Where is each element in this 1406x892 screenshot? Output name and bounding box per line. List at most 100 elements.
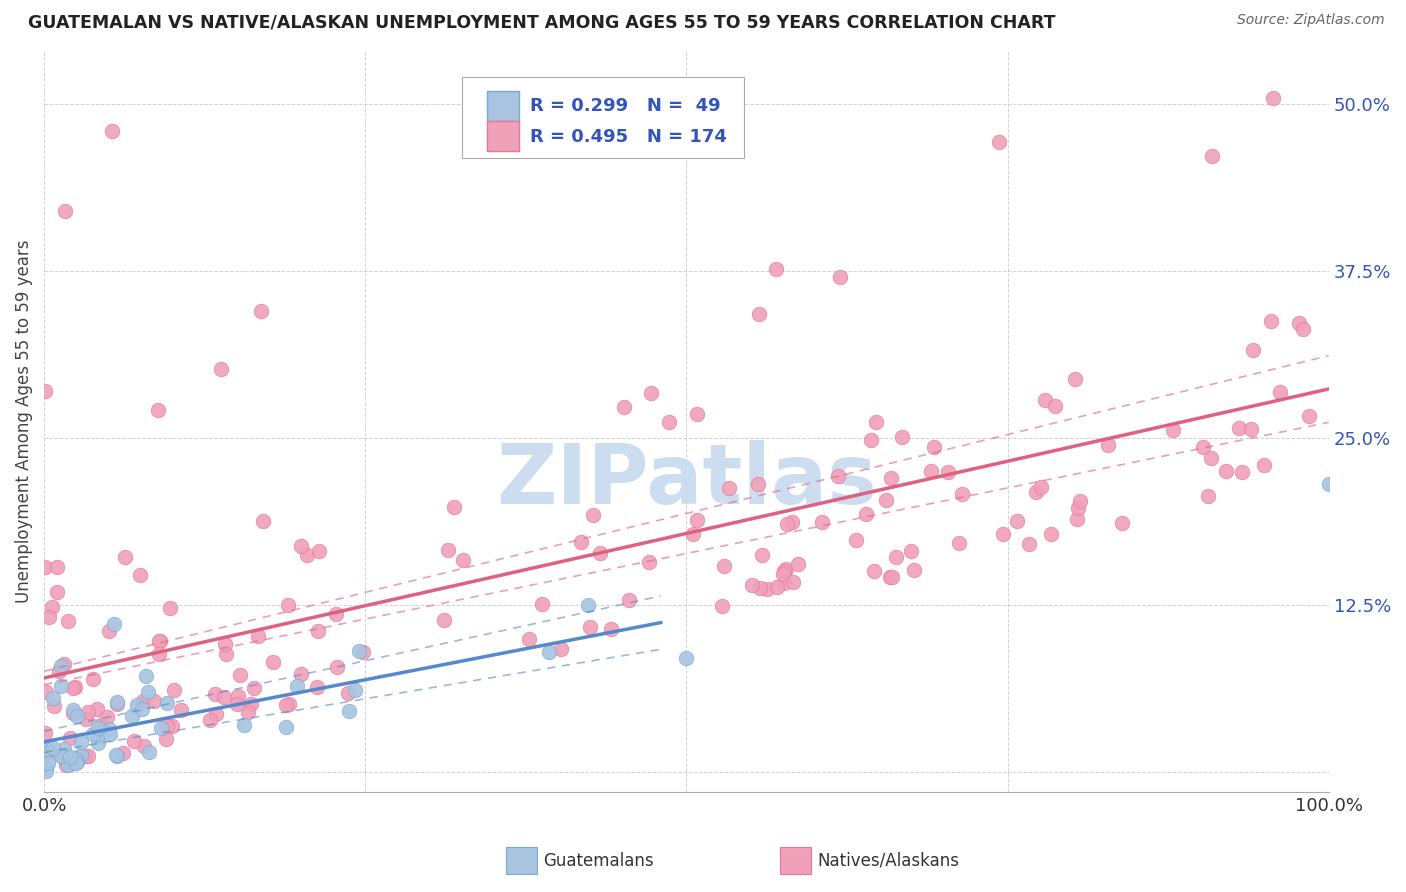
- Point: [66, 709, 89, 723]
- Point: [1298, 409, 1320, 423]
- Point: [443, 500, 465, 514]
- Point: [530, 597, 553, 611]
- Point: [53, 752, 76, 766]
- Point: [156, 696, 179, 710]
- Point: [772, 576, 794, 591]
- Point: [103, 617, 125, 632]
- Point: [582, 508, 605, 522]
- Point: [247, 629, 270, 643]
- Point: [75, 712, 97, 726]
- Point: [136, 684, 159, 698]
- Point: [51, 679, 73, 693]
- Point: [600, 622, 623, 636]
- Point: [1241, 343, 1264, 357]
- Point: [1317, 476, 1340, 491]
- Point: [56, 758, 79, 772]
- Point: [1288, 316, 1310, 330]
- Point: [163, 682, 186, 697]
- Point: [32, 746, 55, 760]
- Point: [588, 546, 610, 560]
- Text: Natives/Alaskans: Natives/Alaskans: [817, 852, 959, 870]
- Point: [880, 570, 903, 584]
- Point: [52, 742, 75, 756]
- Point: [90, 718, 112, 732]
- Point: [637, 555, 659, 569]
- Point: [225, 697, 247, 711]
- Point: [101, 124, 124, 138]
- Point: [277, 599, 299, 613]
- Point: [786, 557, 808, 571]
- Point: [1192, 440, 1215, 454]
- Point: [149, 634, 172, 648]
- Point: [619, 592, 641, 607]
- Point: [640, 385, 662, 400]
- Point: [765, 262, 787, 277]
- Point: [62, 681, 84, 695]
- Point: [686, 407, 709, 421]
- Point: [55, 757, 77, 772]
- Point: [76, 748, 98, 763]
- Point: [922, 440, 945, 454]
- Point: [146, 402, 169, 417]
- Point: [948, 535, 970, 549]
- Point: [34, 560, 56, 574]
- FancyBboxPatch shape: [461, 77, 744, 158]
- Point: [96, 710, 118, 724]
- Point: [748, 308, 770, 322]
- Point: [66, 755, 89, 769]
- Point: [98, 727, 121, 741]
- Point: [579, 620, 602, 634]
- Point: [991, 527, 1014, 541]
- Point: [682, 527, 704, 541]
- Point: [900, 544, 922, 558]
- Point: [138, 745, 160, 759]
- Point: [855, 507, 877, 521]
- Point: [112, 746, 135, 760]
- Point: [204, 687, 226, 701]
- Point: [713, 558, 735, 573]
- Point: [42, 740, 65, 755]
- Point: [148, 634, 170, 648]
- Point: [65, 756, 87, 770]
- Point: [98, 624, 121, 639]
- Point: [845, 533, 868, 547]
- Point: [766, 580, 789, 594]
- Point: [76, 705, 98, 719]
- Point: [59, 731, 82, 745]
- Point: [65, 680, 87, 694]
- Text: R = 0.495   N = 174: R = 0.495 N = 174: [530, 128, 727, 145]
- Point: [38, 609, 60, 624]
- Point: [1227, 421, 1250, 435]
- Point: [860, 433, 883, 447]
- Point: [53, 203, 76, 218]
- Point: [1215, 464, 1237, 478]
- Point: [42, 691, 65, 706]
- Point: [827, 469, 849, 483]
- Point: [1111, 516, 1133, 531]
- Point: [879, 570, 901, 584]
- Point: [569, 535, 592, 549]
- Point: [87, 721, 110, 735]
- Point: [987, 135, 1010, 149]
- Point: [228, 689, 250, 703]
- Point: [59, 750, 82, 764]
- Point: [325, 607, 347, 621]
- Point: [1045, 399, 1067, 413]
- Point: [143, 694, 166, 708]
- Point: [780, 516, 803, 530]
- Point: [49, 748, 72, 763]
- Point: [37, 743, 59, 757]
- Point: [229, 668, 252, 682]
- Text: ZIPatlas: ZIPatlas: [496, 440, 877, 521]
- Point: [830, 270, 852, 285]
- Point: [1066, 512, 1088, 526]
- Point: [56, 614, 79, 628]
- Point: [69, 747, 91, 762]
- Point: [42, 698, 65, 713]
- Point: [718, 481, 741, 495]
- Point: [613, 401, 636, 415]
- Point: [1069, 493, 1091, 508]
- Point: [159, 600, 181, 615]
- Point: [86, 702, 108, 716]
- Point: [249, 303, 271, 318]
